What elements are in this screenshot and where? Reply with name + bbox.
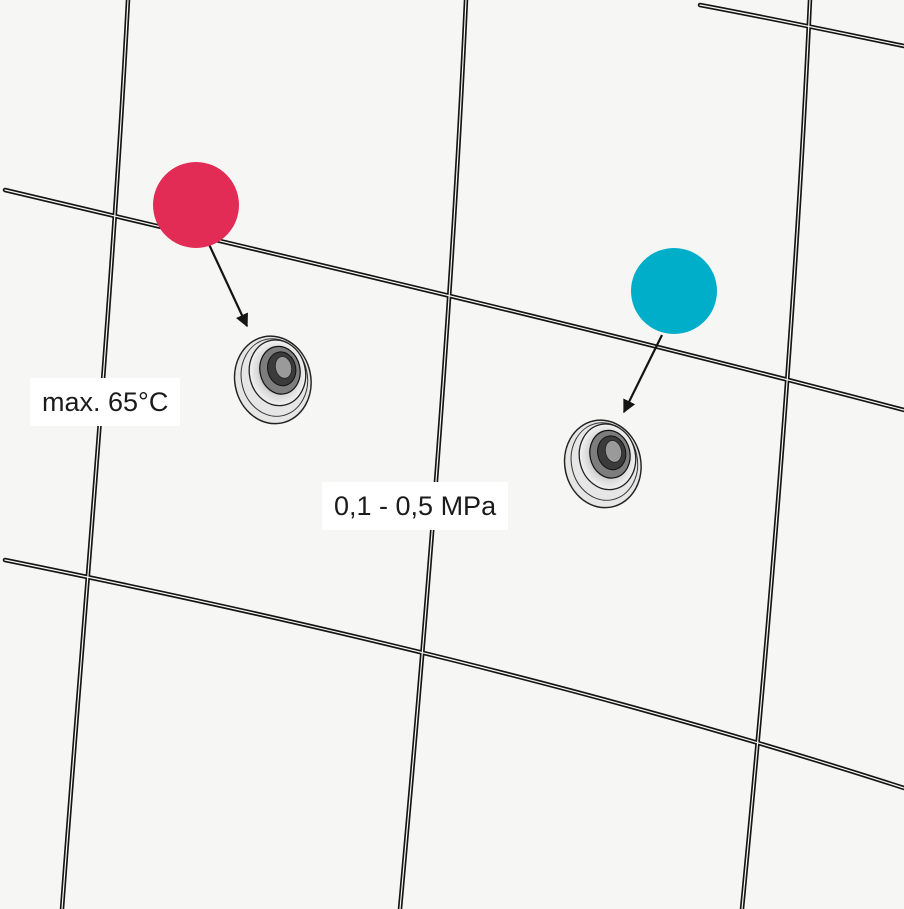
hot-water-fitting xyxy=(233,335,312,425)
hot-water-marker xyxy=(153,162,239,248)
cold-water-marker xyxy=(631,248,717,334)
pressure-label: 0,1 - 0,5 MPa xyxy=(322,482,509,530)
hot-arrow xyxy=(206,239,248,328)
cold-water-fitting xyxy=(563,419,642,509)
cold-arrow xyxy=(623,334,663,414)
grout-line-vertical-3 xyxy=(739,0,813,909)
temperature-label: max. 65°C xyxy=(30,378,181,426)
grout-line-vertical-2 xyxy=(397,0,469,909)
